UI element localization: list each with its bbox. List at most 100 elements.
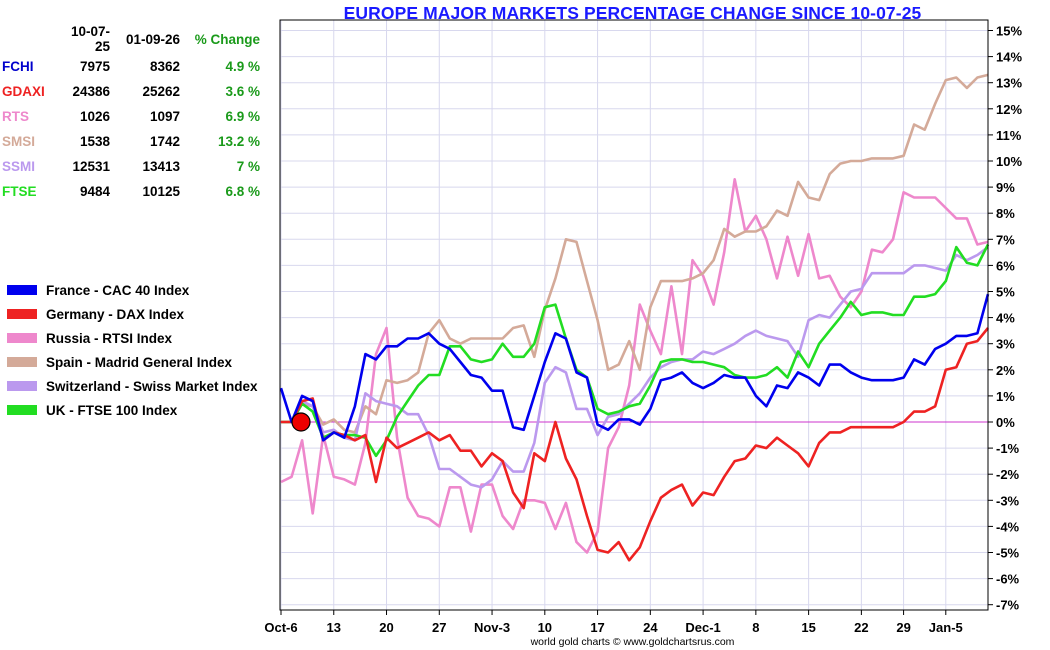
x-tick-label: 24	[643, 620, 658, 635]
summary-end-value: 1742	[149, 134, 180, 149]
x-tick-label: 20	[379, 620, 393, 635]
legend-swatch	[7, 381, 37, 391]
y-tick-label: 11%	[996, 128, 1022, 143]
y-tick-label: 12%	[996, 102, 1022, 117]
summary-row: FCHI 7975 8362 4.9 %	[2, 54, 260, 79]
plot-frame	[279, 19, 989, 611]
y-tick-label: 0%	[996, 415, 1015, 430]
chart-title: EUROPE MAJOR MARKETS PERCENTAGE CHANGE S…	[343, 3, 922, 23]
footer-credit: world gold charts © www.goldchartsrus.co…	[530, 636, 735, 648]
summary-change-value: 13.2 %	[217, 134, 260, 149]
summary-name: GDAXI	[2, 84, 45, 99]
summary-name: FTSE	[2, 184, 37, 199]
summary-end-value: 8362	[149, 59, 180, 74]
summary-end-value: 25262	[142, 84, 180, 99]
summary-header-row: 10-07-25 01-09-26 % Change	[2, 24, 260, 54]
x-tick-label: Dec-1	[685, 620, 720, 635]
summary-row: SMSI 1538 1742 13.2 %	[2, 129, 260, 154]
x-tick-label: Nov-3	[474, 620, 510, 635]
y-tick-label: 9%	[996, 180, 1015, 195]
y-tick-labels: 15% 14% 13% 12% 11% 10% 9% 8% 7% 6% 5% 4% 3% 2% 1% 0% -1…	[996, 24, 1022, 613]
legend-item: Spain - Madrid General Index	[7, 350, 258, 374]
x-tick-label: 22	[854, 620, 868, 635]
legend-label: Russia - RTSI Index	[46, 330, 173, 346]
summary-header-change: % Change	[194, 31, 260, 47]
summary-row: GDAXI 24386 25262 3.6 %	[2, 79, 260, 104]
series-lines	[279, 73, 990, 562]
y-tick-label: 14%	[996, 50, 1022, 65]
legend-item: Russia - RTSI Index	[7, 326, 258, 350]
y-tick-label: 15%	[996, 24, 1022, 39]
y-tick-label: -5%	[996, 546, 1020, 561]
x-tick-label: 17	[590, 620, 604, 635]
x-tick-label: 15	[801, 620, 815, 635]
summary-change-value: 7 %	[236, 159, 260, 174]
summary-end-value: 1097	[149, 109, 180, 124]
axes	[279, 19, 993, 615]
legend: France - CAC 40 Index Germany - DAX Index…	[7, 278, 258, 422]
series-line-spain	[281, 73, 989, 434]
summary-change-value: 6.9 %	[225, 109, 260, 124]
x-tick-label: 13	[327, 620, 341, 635]
x-tick-label: 29	[896, 620, 910, 635]
summary-start-value: 1538	[79, 134, 110, 149]
summary-row: FTSE 9484 10125 6.8 %	[2, 179, 260, 204]
y-tick-label: -7%	[996, 598, 1020, 613]
summary-end-value: 13413	[142, 159, 180, 174]
start-marker	[291, 412, 311, 432]
x-tick-label: Oct-6	[264, 620, 297, 635]
series-line-germany	[281, 327, 990, 562]
series-line-france	[279, 293, 990, 442]
y-tick-label: -4%	[996, 519, 1020, 534]
summary-table: 10-07-25 01-09-26 % Change FCHI 7975 8362 4…	[2, 24, 260, 204]
gridlines	[280, 20, 988, 610]
summary-change-value: 3.6 %	[225, 84, 260, 99]
x-tick-label: 10	[538, 620, 552, 635]
summary-start-value: 9484	[79, 184, 110, 199]
legend-label: Germany - DAX Index	[46, 306, 185, 322]
y-tick-label: 5%	[996, 285, 1015, 300]
plot-area	[280, 20, 988, 610]
summary-start-value: 1026	[79, 109, 110, 124]
summary-change-value: 6.8 %	[225, 184, 260, 199]
y-tick-label: 8%	[996, 206, 1015, 221]
summary-header-start: 10-07-25	[70, 24, 110, 54]
y-tick-label: -2%	[996, 467, 1020, 482]
summary-start-value: 24386	[72, 84, 110, 99]
series-line-uk	[281, 243, 990, 458]
summary-start-value: 7975	[79, 59, 110, 74]
y-tick-label: -6%	[996, 572, 1020, 587]
legend-label: UK - FTSE 100 Index	[46, 402, 178, 418]
legend-label: Spain - Madrid General Index	[46, 354, 233, 370]
summary-row: SSMI 12531 13413 7 %	[2, 154, 260, 179]
y-tick-label: 6%	[996, 258, 1015, 273]
y-tick-label: 1%	[996, 389, 1015, 404]
x-tick-labels: Oct-6 13 20 27 Nov-3 10 17 24 Dec-1 8 15 22 29 Jan-5	[264, 620, 962, 635]
legend-swatch	[7, 357, 37, 367]
legend-label: Switzerland - Swiss Market Index	[46, 378, 258, 394]
legend-label: France - CAC 40 Index	[46, 282, 190, 298]
legend-item: Switzerland - Swiss Market Index	[7, 374, 258, 398]
x-tick-label: 8	[752, 620, 759, 635]
summary-name: SMSI	[2, 134, 36, 149]
summary-row: RTS 1026 1097 6.9 %	[2, 104, 260, 129]
legend-swatch	[7, 309, 37, 319]
summary-start-value: 12531	[72, 159, 110, 174]
y-tick-label: 10%	[996, 154, 1022, 169]
series-line-switzerland	[281, 246, 989, 489]
summary-name: SSMI	[2, 159, 36, 174]
legend-item: France - CAC 40 Index	[7, 278, 258, 302]
y-tick-label: 7%	[996, 232, 1015, 247]
y-tick-label: 13%	[996, 76, 1022, 91]
legend-item: UK - FTSE 100 Index	[7, 398, 258, 422]
y-tick-label: 2%	[996, 363, 1015, 378]
summary-end-value: 10125	[142, 184, 180, 199]
legend-swatch	[7, 333, 37, 343]
y-tick-label: 4%	[996, 311, 1015, 326]
y-tick-label: 3%	[996, 337, 1015, 352]
legend-swatch	[7, 285, 37, 295]
summary-header-name	[2, 24, 56, 54]
x-tick-label: Jan-5	[929, 620, 963, 635]
summary-name: FCHI	[2, 59, 34, 74]
